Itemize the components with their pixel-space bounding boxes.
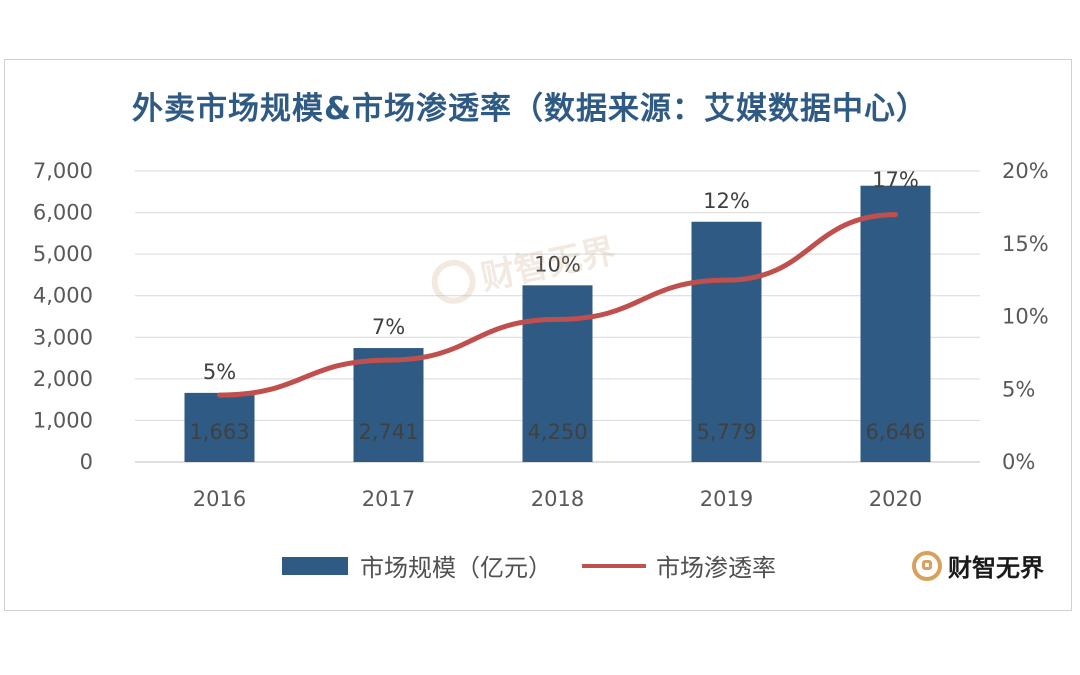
rate-value-label: 10% bbox=[534, 252, 581, 276]
left-axis-tick-label: 7,000 bbox=[33, 159, 93, 183]
line-layer bbox=[217, 212, 898, 398]
right-axis-tick-label: 0% bbox=[1002, 450, 1035, 474]
legend-line-label: 市场渗透率 bbox=[656, 554, 776, 582]
bar-value-label: 6,646 bbox=[865, 420, 925, 444]
bar bbox=[353, 348, 424, 462]
penetration-rate-line bbox=[217, 212, 898, 398]
bar bbox=[184, 392, 255, 462]
left-axis-tick-label: 5,000 bbox=[33, 242, 93, 266]
x-axis-tick-label: 2019 bbox=[700, 487, 753, 511]
x-axis-tick-label: 2017 bbox=[362, 487, 415, 511]
brand-logo: 财智无界 bbox=[912, 548, 1044, 583]
bar bbox=[860, 185, 931, 462]
bar-value-label: 1,663 bbox=[189, 420, 249, 444]
labels-layer: 1,663 2,741 4,250 5,779 6,646 5% 7% 10% 12% 17% bbox=[189, 168, 925, 444]
legend-line-swatch bbox=[582, 563, 646, 568]
bars-layer bbox=[184, 185, 931, 462]
rate-value-label: 7% bbox=[372, 315, 405, 339]
bar-value-label: 5,779 bbox=[696, 420, 756, 444]
legend: 市场规模（亿元） 市场渗透率 bbox=[282, 548, 776, 583]
left-axis-tick-label: 3,000 bbox=[33, 325, 93, 349]
x-axis-tick-label: 2018 bbox=[531, 487, 584, 511]
legend-bar-label: 市场规模（亿元） bbox=[360, 554, 552, 582]
bar-value-label: 4,250 bbox=[527, 420, 587, 444]
left-axis-tick-label: 4,000 bbox=[33, 284, 93, 308]
brand-logo-icon bbox=[912, 550, 942, 581]
right-axis-tick-label: 5% bbox=[1002, 377, 1035, 401]
left-axis-tick-label: 6,000 bbox=[33, 201, 93, 225]
x-axis-tick-label: 2016 bbox=[193, 487, 246, 511]
rate-value-label: 17% bbox=[872, 168, 919, 192]
brand-text: 财智无界 bbox=[948, 554, 1044, 582]
rate-value-label: 12% bbox=[703, 189, 750, 213]
chart-title: 外卖市场规模&市场渗透率（数据来源：艾媒数据中心） bbox=[131, 91, 929, 127]
bar-value-label: 2,741 bbox=[358, 420, 418, 444]
axes-layer: 0 1,000 2,000 3,000 4,000 5,000 6,000 7,000 0% 5%… bbox=[33, 159, 1049, 511]
legend-bar-swatch bbox=[282, 556, 348, 575]
rate-value-label: 5% bbox=[203, 360, 236, 384]
left-axis-tick-label: 1,000 bbox=[33, 408, 93, 432]
right-axis-tick-label: 20% bbox=[1002, 159, 1049, 183]
x-axis-tick-label: 2020 bbox=[869, 487, 922, 511]
bar bbox=[522, 285, 593, 462]
watermark-logo-icon bbox=[427, 255, 480, 308]
left-axis-tick-label: 0 bbox=[80, 450, 93, 474]
right-axis-tick-label: 15% bbox=[1002, 232, 1049, 256]
right-axis-tick-label: 10% bbox=[1002, 305, 1049, 329]
bar bbox=[691, 221, 762, 462]
left-axis-tick-label: 2,000 bbox=[33, 367, 93, 391]
